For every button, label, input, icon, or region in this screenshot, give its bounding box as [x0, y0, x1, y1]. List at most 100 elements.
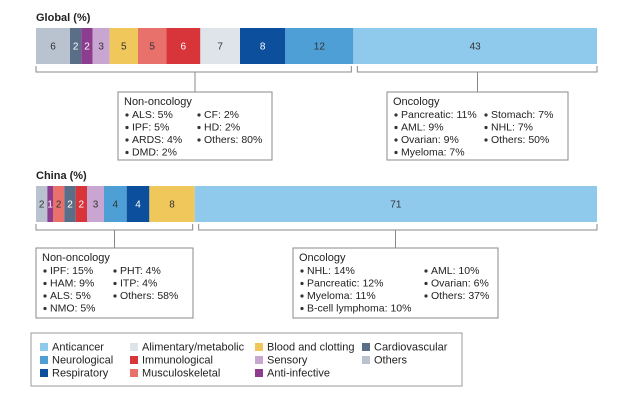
bullet: [113, 281, 117, 286]
legend-label: Anti-infective: [267, 367, 330, 379]
legend-label: Blood and clotting: [267, 341, 354, 353]
segment-label: 71: [390, 200, 402, 211]
legend-swatch: [40, 369, 48, 377]
annotation-box: [386, 91, 569, 161]
annotation-item: ITP: 4%: [120, 277, 157, 289]
segment-label: 2: [39, 200, 45, 211]
annotation-item: Others: 37%: [431, 290, 489, 302]
segment-label: 8: [260, 42, 266, 53]
bullet: [394, 125, 398, 130]
annotation-box: [292, 247, 499, 319]
bullet: [197, 113, 201, 117]
bar-segment: [92, 28, 110, 64]
bracket: [35, 66, 352, 92]
legend-label: Musculoskeletal: [142, 367, 220, 379]
bar-segment: [166, 28, 201, 64]
bar-segment: [53, 186, 65, 222]
bullet: [113, 269, 117, 273]
annotation-title: Non-oncology: [42, 252, 110, 264]
annotation-item: ALS: 5%: [50, 290, 91, 302]
annotation-item: Others: 80%: [204, 134, 262, 146]
bar-segment: [75, 186, 87, 222]
annotation-item: Pancreatic: 11%: [401, 109, 477, 121]
bar-segment: [87, 186, 104, 222]
bar-segment: [36, 28, 70, 64]
bullet: [484, 138, 488, 142]
bullet: [300, 269, 304, 273]
bar-segment: [104, 186, 127, 222]
bullet: [43, 281, 47, 286]
annotation-title: Oncology: [393, 96, 440, 108]
annotation-item: CF: 2%: [204, 109, 239, 121]
bullet: [125, 125, 129, 130]
bullet: [424, 269, 428, 273]
annotation-item: Ovarian: 6%: [431, 277, 489, 289]
bullet: [394, 150, 398, 155]
legend-label: Cardiovascular: [374, 341, 448, 353]
legend-label: Sensory: [267, 354, 308, 366]
bar-segment: [70, 28, 82, 64]
bullet: [113, 294, 117, 298]
bracket: [35, 224, 194, 248]
segment-label: 3: [98, 42, 104, 53]
segment-label: 12: [314, 42, 326, 53]
segment-label: 2: [67, 200, 73, 211]
annotation-item: Myeloma: 7%: [401, 146, 465, 158]
legend-label: Alimentary/metabolic: [142, 341, 245, 353]
legend-swatch: [362, 343, 370, 351]
annotation-title: Oncology: [299, 252, 346, 264]
bar-segment: [285, 28, 354, 64]
legend-swatch: [255, 356, 263, 364]
bullet: [394, 113, 398, 117]
bar-segment: [126, 186, 150, 222]
annotation-item: ALS: 5%: [132, 109, 173, 121]
annotation-item: B-cell lymphoma: 10%: [307, 302, 411, 314]
segment-label: 1: [47, 200, 53, 211]
bar-segment: [36, 186, 48, 222]
bullet: [300, 294, 304, 298]
legend-swatch: [40, 343, 48, 351]
bullet: [197, 125, 201, 130]
segment-label: 43: [470, 42, 482, 53]
annotation-item: Others: 50%: [491, 134, 549, 146]
segment-label: 2: [79, 200, 85, 211]
segment-label: 2: [56, 200, 62, 211]
legend-label: Neurological: [52, 354, 113, 366]
bullet: [300, 306, 304, 311]
legend-swatch: [362, 356, 370, 364]
segment-label: 5: [121, 42, 127, 53]
legend-label: Others: [374, 354, 408, 366]
annotation-item: PHT: 4%: [120, 265, 161, 277]
bullet: [43, 294, 47, 298]
bar-segment: [200, 28, 240, 64]
chart-title: Global (%): [36, 12, 91, 24]
bullet: [484, 113, 488, 117]
bullet: [197, 138, 201, 142]
annotation-item: ARDS: 4%: [132, 134, 182, 146]
segment-label: 2: [73, 42, 79, 53]
bullet: [43, 269, 47, 273]
annotation-item: Others: 58%: [120, 290, 178, 302]
bar-segment: [64, 186, 76, 222]
segment-label: 2: [84, 42, 90, 53]
annotation-item: IPF: 15%: [50, 265, 93, 277]
bar-segment: [194, 186, 597, 222]
segment-label: 4: [113, 200, 119, 211]
annotation-item: Pancreatic: 12%: [307, 277, 383, 289]
legend-swatch: [40, 356, 48, 364]
segment-label: 5: [149, 42, 155, 53]
segment-label: 7: [217, 42, 223, 53]
segment-label: 6: [50, 42, 56, 53]
annotation-item: AML: 10%: [431, 265, 479, 277]
legend-label: Immunological: [142, 354, 213, 366]
annotation-item: Ovarian: 9%: [401, 134, 459, 146]
segment-label: 6: [181, 42, 187, 53]
bar-segment: [138, 28, 167, 64]
legend-swatch: [255, 369, 263, 377]
bar-segment: [240, 28, 286, 64]
bracket: [356, 66, 598, 92]
segment-label: 8: [169, 200, 175, 211]
bullet: [125, 113, 129, 117]
segment-label: 4: [135, 200, 141, 211]
bar-segment: [149, 186, 195, 222]
